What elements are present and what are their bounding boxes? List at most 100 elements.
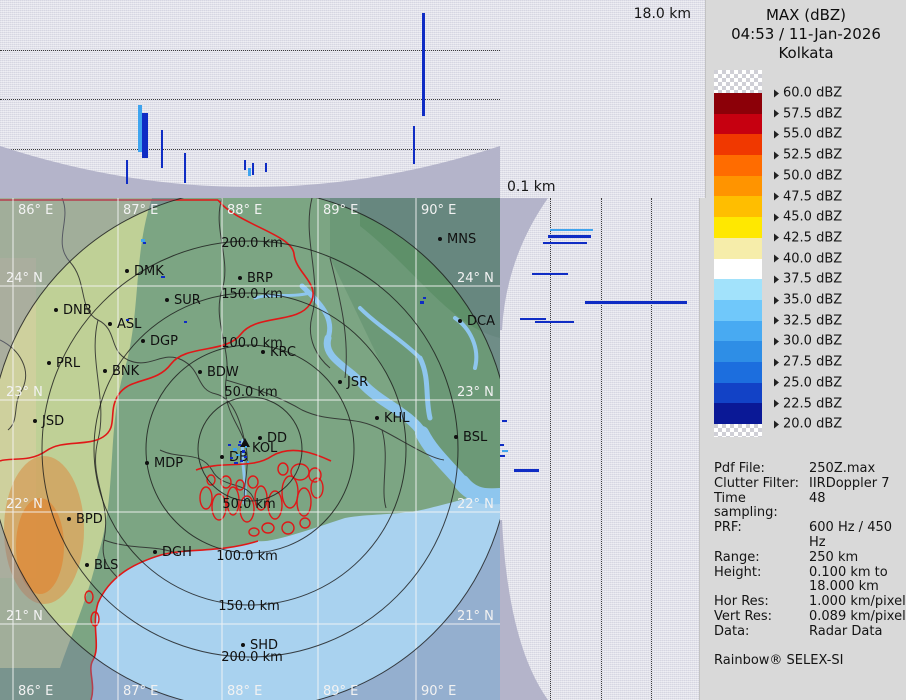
metadata-value: 250 km bbox=[809, 549, 859, 565]
metadata-row: Vert Res: 0.089 km/pixel bbox=[714, 608, 906, 625]
map-echo-speck bbox=[245, 446, 247, 448]
metadata-label: Clutter Filter: bbox=[714, 475, 799, 491]
legend-tick-arrow-icon bbox=[774, 213, 779, 222]
graticule bbox=[0, 198, 500, 700]
station-dot bbox=[141, 339, 145, 343]
map-echo-speck bbox=[423, 297, 426, 299]
longitude-label: 90° E bbox=[421, 203, 456, 218]
metadata-label: Range: bbox=[714, 549, 760, 565]
legend-band bbox=[714, 299, 762, 321]
legend-band bbox=[714, 424, 762, 437]
latitude-label: 22° N bbox=[457, 497, 494, 512]
legend-tick-arrow-icon bbox=[774, 358, 779, 367]
station-label: MDP bbox=[154, 456, 183, 471]
right-panel-gridline bbox=[651, 198, 652, 700]
map-echo-speck bbox=[247, 461, 249, 463]
legend-tick-arrow-icon bbox=[774, 399, 779, 408]
map-echo-speck bbox=[234, 462, 238, 464]
map-echo-speck bbox=[236, 454, 240, 456]
echo-bar bbox=[502, 420, 507, 422]
station-dot bbox=[103, 369, 107, 373]
latitude-label: 21° N bbox=[457, 609, 494, 624]
legend-tick-arrow-icon bbox=[774, 233, 779, 242]
legend-tick-label: 22.5 dBZ bbox=[774, 396, 842, 411]
right-profile-panel bbox=[500, 198, 700, 700]
station-label: DCA bbox=[467, 314, 495, 329]
echo-bar bbox=[422, 13, 425, 116]
district-boundaries bbox=[0, 198, 445, 579]
station-label: SUR bbox=[174, 293, 201, 308]
echo-bar bbox=[248, 168, 251, 176]
metadata-value: 250Z.max bbox=[809, 461, 876, 476]
station-label: BNK bbox=[112, 364, 140, 379]
station-label: BRP bbox=[247, 271, 273, 286]
station-label: BLS bbox=[94, 558, 118, 573]
out-of-range-overlay bbox=[0, 198, 500, 700]
height-axis-corner-panel: 18.0 km 0.1 km bbox=[500, 0, 706, 198]
legend-band bbox=[714, 403, 762, 424]
legend-tick-arrow-icon bbox=[774, 378, 779, 387]
map-echo-speck bbox=[141, 239, 145, 242]
echo-bar bbox=[543, 242, 587, 244]
metadata-row: Pdf File: 250Z.max bbox=[714, 461, 906, 477]
legend-tick-arrow-icon bbox=[774, 89, 779, 97]
legend-tick-label: 25.0 dBZ bbox=[774, 375, 842, 390]
echo-bar bbox=[520, 318, 546, 320]
legend-band bbox=[714, 320, 762, 342]
station-label: JSD bbox=[41, 414, 64, 429]
latitude-label: 24° N bbox=[6, 271, 43, 286]
echo-bar bbox=[585, 301, 687, 304]
metadata-label: Height: bbox=[714, 564, 762, 580]
metadata-label: Vert Res: bbox=[714, 608, 773, 624]
legend-tick-arrow-icon bbox=[774, 275, 779, 284]
map-echo-speck bbox=[233, 448, 237, 451]
range-ring-label: 200.0 km bbox=[221, 236, 283, 251]
latitude-label: 23° N bbox=[6, 385, 43, 400]
station-dot bbox=[33, 419, 37, 423]
range-rings bbox=[0, 198, 500, 700]
legend-swatches bbox=[714, 70, 762, 437]
legend-band bbox=[714, 279, 762, 300]
legend-tick-label: 55.0 dBZ bbox=[774, 127, 842, 142]
legend-tick-label: 60.0 dBZ bbox=[774, 86, 842, 101]
range-ring-label: 100.0 km bbox=[216, 549, 278, 564]
metadata-value: 1.000 km/pixel bbox=[809, 594, 906, 610]
color-scale-legend: 60.0 dBZ 57.5 dBZ 55.0 dBZ 52.5 dBZ 50.0 dBZ… bbox=[714, 70, 904, 458]
station-dot bbox=[241, 643, 245, 647]
height-axis-min-label: 0.1 km bbox=[507, 179, 556, 195]
echo-bar bbox=[142, 113, 148, 158]
top-panel-gridline bbox=[0, 50, 500, 51]
metadata-label: Data: bbox=[714, 623, 750, 639]
longitude-label: 89° E bbox=[323, 203, 358, 218]
map-echo-speck bbox=[230, 457, 233, 459]
echo-bar bbox=[184, 153, 186, 183]
metadata-label: Hor Res: bbox=[714, 594, 769, 610]
metadata-label: Time sampling: bbox=[714, 490, 778, 521]
station-dot bbox=[125, 269, 129, 273]
range-ring-label: 150.0 km bbox=[218, 599, 280, 614]
legend-tick-arrow-icon bbox=[774, 171, 779, 180]
station-label: JSR bbox=[346, 375, 368, 390]
latitude-label: 24° N bbox=[457, 271, 494, 286]
map-echo-speck bbox=[240, 460, 243, 462]
echo-bar bbox=[500, 444, 504, 446]
station-label: BSL bbox=[463, 430, 488, 445]
title-block: MAX (dBZ) 04:53 / 11-Jan-2026 Kolkata bbox=[706, 6, 906, 63]
right-panel-gridline bbox=[601, 198, 602, 700]
product-title: MAX (dBZ) bbox=[765, 6, 847, 24]
legend-tick-label: 40.0 dBZ bbox=[774, 251, 842, 266]
station-dot bbox=[454, 435, 458, 439]
latitude-label: 22° N bbox=[6, 497, 43, 512]
range-ring-label: 50.0 km bbox=[222, 497, 275, 512]
station-dot bbox=[438, 237, 442, 241]
station-label: DD bbox=[267, 431, 287, 446]
legend-band bbox=[714, 155, 762, 176]
sidebar: MAX (dBZ) 04:53 / 11-Jan-2026 Kolkata 60… bbox=[706, 0, 906, 700]
echo-bar bbox=[161, 130, 163, 168]
legend-tick-label: 52.5 dBZ bbox=[774, 148, 842, 163]
echo-bar bbox=[535, 321, 574, 323]
metadata-label: PRF: bbox=[714, 520, 742, 536]
echo-bar bbox=[126, 160, 128, 184]
radar-map: 86° E 86° E 87° E 87° E 88° E 88° E 89° E 89° E… bbox=[0, 198, 500, 700]
